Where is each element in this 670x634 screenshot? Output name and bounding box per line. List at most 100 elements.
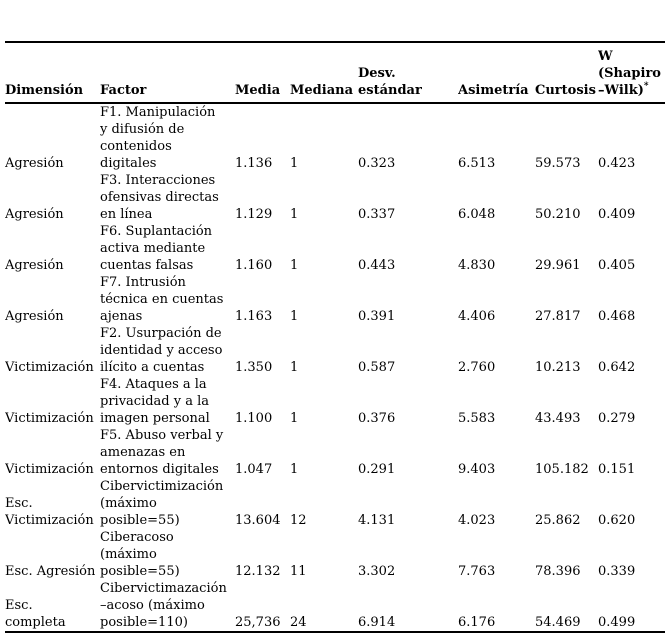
dimension-cell: Agresión — [5, 309, 64, 324]
table-row: Victimización F5. Abuso verbal y amenaza… — [5, 427, 665, 478]
header-label-factor: Factor — [100, 83, 147, 98]
media-cell: 1.100 — [235, 411, 273, 426]
media-cell: 1.047 — [235, 462, 273, 477]
dimension-cell: Victimización — [5, 360, 94, 375]
header-label-desv-estandar: Desv. estándar — [358, 66, 422, 98]
table-row: Agresión F3. Interacciones ofensivas dir… — [5, 172, 665, 223]
desv-estandar-cell: 0.391 — [358, 309, 396, 324]
asimetria-cell: 2.760 — [458, 360, 496, 375]
table-row: Esc. Agresión Ciberacoso (máximo posible… — [5, 529, 665, 580]
mediana-cell: 24 — [290, 615, 307, 630]
header-cell-factor: Factor — [100, 42, 235, 104]
mediana-cell: 1 — [290, 258, 299, 273]
factor-cell: F5. Abuso verbal y amenazas en entornos … — [100, 428, 224, 477]
descriptives-table: Dimensión Factor Media Mediana Desv. est… — [5, 41, 665, 633]
curtosis-cell: 25.862 — [535, 513, 581, 528]
desv-estandar-cell: 0.587 — [358, 360, 396, 375]
asimetria-cell: 4.023 — [458, 513, 496, 528]
shapiro-wilk-cell: 0.405 — [598, 258, 636, 273]
table-row: Victimización F4. Ataques a la privacida… — [5, 376, 665, 427]
asimetria-cell: 6.048 — [458, 207, 496, 222]
factor-cell: F3. Interacciones ofensivas directas en … — [100, 173, 219, 222]
shapiro-wilk-cell: 0.499 — [598, 615, 636, 630]
curtosis-cell: 10.213 — [535, 360, 581, 375]
factor-cell: F6. Suplantación activa mediante cuentas… — [100, 224, 213, 273]
asimetria-cell: 4.406 — [458, 309, 496, 324]
curtosis-cell: 54.469 — [535, 615, 581, 630]
desv-estandar-cell: 0.443 — [358, 258, 396, 273]
table-row: Victimización F2. Usurpación de identida… — [5, 325, 665, 376]
curtosis-cell: 29.961 — [535, 258, 581, 273]
shapiro-wilk-cell: 0.279 — [598, 411, 636, 426]
table-row: Esc. Victimización Cibervictimización (m… — [5, 478, 665, 529]
header-cell-asimetria: Asimetría — [458, 42, 535, 104]
table-row: Esc. completa Cibervictimazación –acoso … — [5, 580, 665, 632]
shapiro-wilk-cell: 0.151 — [598, 462, 636, 477]
mediana-cell: 1 — [290, 462, 299, 477]
media-cell: 1.160 — [235, 258, 273, 273]
mediana-cell: 1 — [290, 309, 299, 324]
media-cell: 1.350 — [235, 360, 273, 375]
media-cell: 13.604 — [235, 513, 281, 528]
header-row: Dimensión Factor Media Mediana Desv. est… — [5, 42, 665, 104]
factor-cell: Cibervictimización (máximo posible=55) — [100, 479, 224, 528]
curtosis-cell: 105.182 — [535, 462, 589, 477]
media-cell: 1.136 — [235, 156, 273, 171]
table-row: Agresión F6. Suplantación activa mediant… — [5, 223, 665, 274]
header-label-dimension: Dimensión — [5, 83, 84, 98]
media-cell: 25,736 — [235, 615, 281, 630]
factor-cell: F4. Ataques a la privacidad y a la image… — [100, 377, 210, 426]
desv-estandar-cell: 6.914 — [358, 615, 396, 630]
dimension-cell: Agresión — [5, 258, 64, 273]
media-cell: 12.132 — [235, 564, 281, 579]
dimension-cell: Victimización — [5, 411, 94, 426]
asimetria-cell: 6.176 — [458, 615, 496, 630]
factor-cell: Ciberacoso (máximo posible=55) — [100, 530, 180, 579]
header-cell-media: Media — [235, 42, 290, 104]
mediana-cell: 1 — [290, 360, 299, 375]
mediana-cell: 1 — [290, 411, 299, 426]
dimension-cell: Esc. Agresión — [5, 564, 96, 579]
curtosis-cell: 50.210 — [535, 207, 581, 222]
header-cell-curtosis: Curtosis — [535, 42, 598, 104]
mediana-cell: 11 — [290, 564, 307, 579]
dimension-cell: Agresión — [5, 207, 64, 222]
header-cell-dimension: Dimensión — [5, 42, 100, 104]
shapiro-wilk-cell: 0.339 — [598, 564, 636, 579]
header-label-mediana: Mediana — [290, 83, 353, 98]
asimetria-cell: 4.830 — [458, 258, 496, 273]
asimetria-cell: 6.513 — [458, 156, 496, 171]
desv-estandar-cell: 0.376 — [358, 411, 396, 426]
header-cell-mediana: Mediana — [290, 42, 358, 104]
shapiro-wilk-footnote-marker: * — [643, 81, 649, 92]
dimension-cell: Esc. completa — [5, 598, 66, 630]
asimetria-cell: 9.403 — [458, 462, 496, 477]
header-label-shapiro-wilk: W (Shapiro –Wilk) — [598, 49, 661, 98]
curtosis-cell: 27.817 — [535, 309, 581, 324]
shapiro-wilk-cell: 0.642 — [598, 360, 636, 375]
desv-estandar-cell: 4.131 — [358, 513, 396, 528]
factor-cell: F7. Intrusión técnica en cuentas ajenas — [100, 275, 224, 324]
factor-cell: F2. Usurpación de identidad y acceso ilí… — [100, 326, 223, 375]
desv-estandar-cell: 3.302 — [358, 564, 396, 579]
mediana-cell: 1 — [290, 207, 299, 222]
table-row: Agresión F7. Intrusión técnica en cuenta… — [5, 274, 665, 325]
shapiro-wilk-cell: 0.468 — [598, 309, 636, 324]
dimension-cell: Esc. Victimización — [5, 496, 94, 528]
curtosis-cell: 78.396 — [535, 564, 581, 579]
shapiro-wilk-cell: 0.409 — [598, 207, 636, 222]
curtosis-cell: 43.493 — [535, 411, 581, 426]
curtosis-cell: 59.573 — [535, 156, 581, 171]
shapiro-wilk-cell: 0.620 — [598, 513, 636, 528]
desv-estandar-cell: 0.323 — [358, 156, 396, 171]
factor-cell: Cibervictimazación –acoso (máximo posibl… — [100, 581, 227, 630]
asimetria-cell: 7.763 — [458, 564, 496, 579]
header-label-media: Media — [235, 83, 281, 98]
table-row: Agresión F1. Manipulación y difusión de … — [5, 103, 665, 172]
shapiro-wilk-cell: 0.423 — [598, 156, 636, 171]
mediana-cell: 12 — [290, 513, 307, 528]
dimension-cell: Victimización — [5, 462, 94, 477]
factor-cell: F1. Manipulación y difusión de contenido… — [100, 105, 216, 171]
asimetria-cell: 5.583 — [458, 411, 496, 426]
